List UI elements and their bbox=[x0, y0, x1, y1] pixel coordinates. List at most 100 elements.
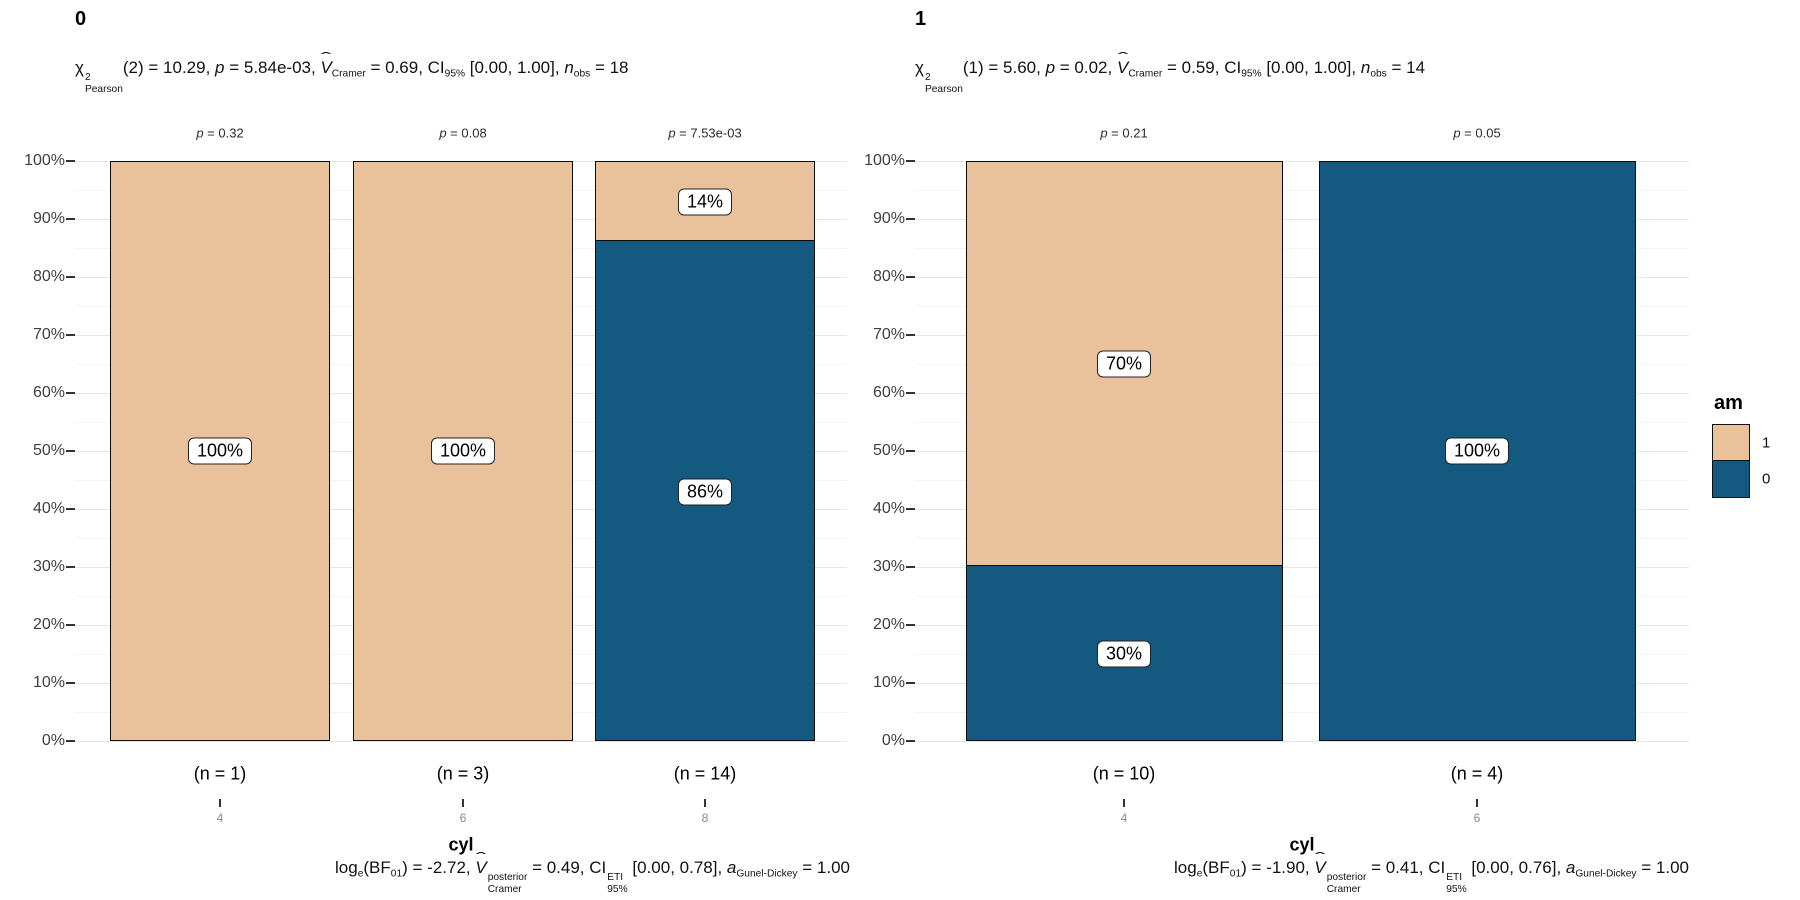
y-axis-tick-label: 80% bbox=[872, 268, 905, 285]
gridline-minor bbox=[915, 247, 1689, 249]
legend-swatch bbox=[1712, 460, 1750, 498]
y-axis-tick-label: 0% bbox=[881, 732, 905, 749]
gridline-minor bbox=[915, 711, 1689, 713]
y-axis-tick-label: 30% bbox=[872, 558, 905, 575]
x-axis-tick-label: 6 bbox=[1473, 811, 1481, 825]
gridline-major bbox=[915, 624, 1689, 626]
text-run: nobs bbox=[1360, 58, 1387, 80]
y-axis-tick-label: 20% bbox=[32, 616, 65, 633]
gridline-major bbox=[915, 682, 1689, 684]
text-run: = 1.00 bbox=[1636, 858, 1689, 877]
x-axis-tick-label: 8 bbox=[701, 811, 709, 825]
text-run: = 5.84e-03, bbox=[224, 58, 321, 77]
n-label: (n = 1) bbox=[193, 763, 247, 784]
y-axis-tick-label: 50% bbox=[32, 442, 65, 459]
y-axis-tick bbox=[66, 624, 75, 626]
text-run: p bbox=[1045, 58, 1056, 77]
bar-percent-label: 100% bbox=[187, 437, 253, 465]
stats-subtitle: χ 2 Pearson (1) = 5.60, p = 0.02, ˆ VCramer … bbox=[915, 51, 1426, 95]
bar-percent-label: 100% bbox=[430, 437, 496, 465]
text-run: = 0.02, bbox=[1055, 58, 1117, 77]
gridline-minor bbox=[915, 363, 1689, 365]
y-axis-tick bbox=[66, 450, 75, 452]
y-axis-tick-label: 40% bbox=[32, 500, 65, 517]
y-axis-tick-label: 70% bbox=[32, 326, 65, 343]
legend: am 1 0 bbox=[1712, 392, 1800, 498]
y-axis-tick bbox=[906, 276, 915, 278]
gridline-major bbox=[915, 334, 1689, 336]
gridline-major bbox=[915, 276, 1689, 278]
legend-label: 1 bbox=[1762, 434, 1771, 451]
y-axis-tick bbox=[906, 566, 915, 568]
gridline-major bbox=[915, 160, 1689, 162]
y-axis-tick-label: 60% bbox=[32, 384, 65, 401]
n-label: (n = 14) bbox=[673, 763, 737, 784]
text-run: ) = -2.72, bbox=[402, 858, 476, 877]
text-run: aGunel-Dickey bbox=[1565, 858, 1637, 880]
y-axis-tick-label: 80% bbox=[32, 268, 65, 285]
p-value-label: p = 0.32 bbox=[196, 125, 244, 141]
text-run: = 14 bbox=[1386, 58, 1426, 77]
x-axis-tick bbox=[704, 799, 706, 807]
y-axis-tick bbox=[66, 682, 75, 684]
gridline-minor bbox=[915, 421, 1689, 423]
y-axis-tick bbox=[906, 740, 915, 742]
legend-swatch bbox=[1712, 423, 1750, 462]
y-axis-tick-label: 70% bbox=[872, 326, 905, 343]
y-axis-tick bbox=[66, 740, 75, 742]
gridline-major bbox=[915, 566, 1689, 568]
text-run: = 0.49, CI ETI 95% bbox=[527, 858, 628, 895]
y-axis-tick-label: 90% bbox=[32, 210, 65, 227]
text-run: χ 2 Pearson bbox=[915, 58, 963, 95]
gridline-minor bbox=[915, 595, 1689, 597]
n-label: (n = 10) bbox=[1092, 763, 1156, 784]
x-axis-tick bbox=[1123, 799, 1125, 807]
bar-percent-label: 30% bbox=[1096, 640, 1152, 668]
facet-title: 1 bbox=[915, 8, 927, 30]
text-run: χ 2 Pearson bbox=[75, 58, 123, 95]
y-axis-tick-label: 20% bbox=[872, 616, 905, 633]
y-axis-tick-label: 100% bbox=[864, 152, 905, 169]
gridline-minor bbox=[915, 189, 1689, 191]
facet-title: 0 bbox=[75, 8, 87, 30]
y-axis-tick-label: 30% bbox=[32, 558, 65, 575]
n-label: (n = 4) bbox=[1450, 763, 1504, 784]
legend-item: 0 bbox=[1712, 460, 1800, 498]
y-axis-tick bbox=[906, 682, 915, 684]
x-axis-tick-label: 4 bbox=[216, 811, 224, 825]
x-axis-tick bbox=[1476, 799, 1478, 807]
text-run: [0.00, 0.78], bbox=[627, 858, 727, 877]
bar-percent-label: 100% bbox=[1444, 437, 1510, 465]
text-run: nobs bbox=[564, 58, 591, 80]
text-run: = 0.59, CI95% bbox=[1162, 58, 1262, 80]
gridline-major bbox=[915, 392, 1689, 394]
text-run: = 0.69, CI95% bbox=[365, 58, 466, 80]
text-run: aGunel-Dickey bbox=[726, 858, 798, 880]
bar-percent-label: 14% bbox=[677, 188, 733, 216]
x-axis-title: cyl bbox=[448, 834, 474, 855]
y-axis-tick-label: 40% bbox=[872, 500, 905, 517]
text-run: = 1.00 bbox=[797, 858, 850, 877]
y-axis-tick bbox=[66, 508, 75, 510]
x-axis-title: cyl bbox=[1289, 834, 1315, 855]
bar-percent-label: 86% bbox=[677, 478, 733, 506]
x-axis-tick bbox=[219, 799, 221, 807]
gridline-minor bbox=[915, 305, 1689, 307]
y-axis-tick-label: 0% bbox=[41, 732, 65, 749]
text-run: loge bbox=[335, 858, 364, 880]
y-axis-tick-label: 90% bbox=[872, 210, 905, 227]
text-run: = 0.41, CI ETI 95% bbox=[1366, 858, 1467, 895]
text-run: ) = -1.90, bbox=[1241, 858, 1315, 877]
text-run: (BF01 bbox=[363, 858, 403, 880]
y-axis-tick bbox=[66, 392, 75, 394]
legend-title: am bbox=[1714, 392, 1743, 414]
y-axis-tick-label: 60% bbox=[872, 384, 905, 401]
y-axis-tick bbox=[906, 218, 915, 220]
y-axis-tick bbox=[66, 334, 75, 336]
y-axis-tick bbox=[66, 276, 75, 278]
x-axis-tick-label: 6 bbox=[459, 811, 467, 825]
